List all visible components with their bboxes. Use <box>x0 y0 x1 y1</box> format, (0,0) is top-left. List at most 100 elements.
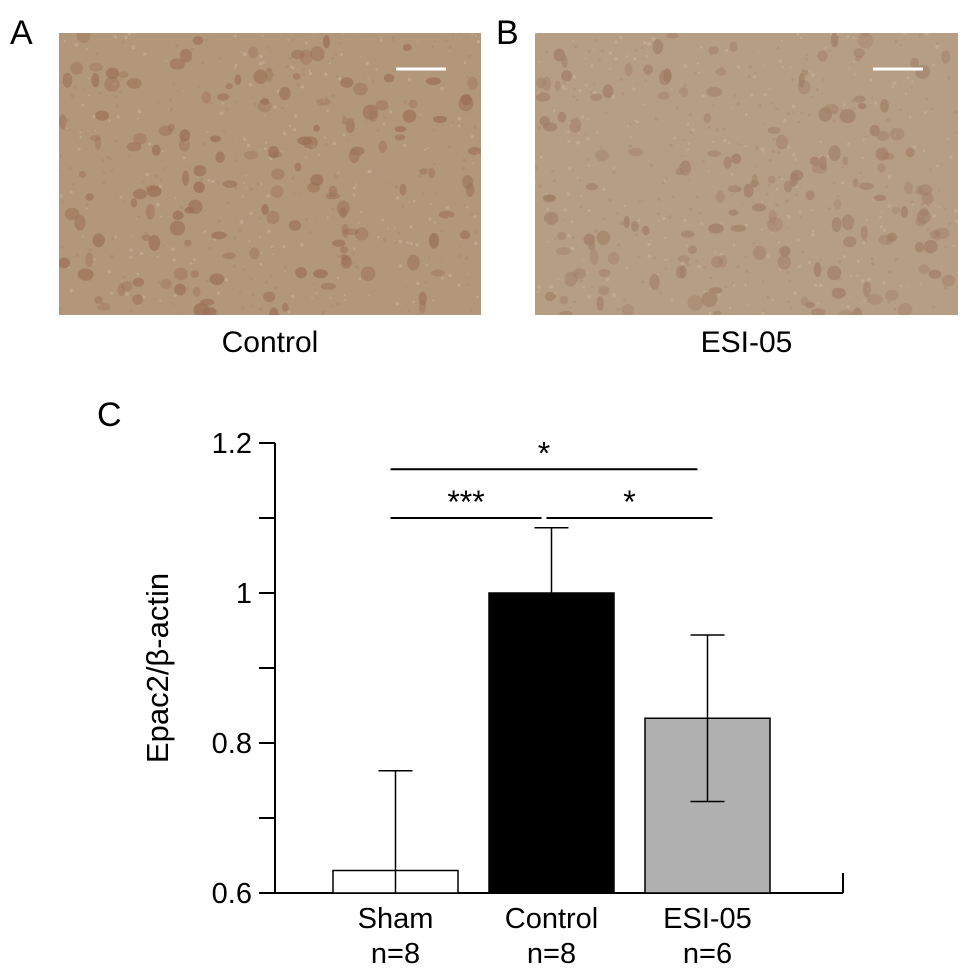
stained-cell <box>663 68 672 84</box>
stained-cell <box>292 73 301 80</box>
significance-label: * <box>623 484 635 520</box>
tissue-background <box>535 33 958 315</box>
stained-cell <box>873 194 887 202</box>
x-n-label: n=6 <box>683 938 732 970</box>
stained-cell <box>542 76 551 92</box>
stained-cell <box>295 267 307 279</box>
stained-cell <box>428 232 439 249</box>
stained-cell <box>857 33 873 49</box>
stained-cell <box>188 199 203 214</box>
stained-cell <box>666 33 679 39</box>
stained-cell <box>607 251 620 265</box>
stained-cell <box>797 80 811 95</box>
stained-cell <box>313 124 320 132</box>
x-n-label: n=8 <box>527 938 576 970</box>
stained-cell <box>649 273 660 290</box>
stained-cell <box>169 220 186 236</box>
stained-cell <box>860 225 868 240</box>
stained-cell <box>234 74 242 86</box>
y-tick-label: 0.6 <box>212 878 252 910</box>
stained-cell <box>811 308 826 315</box>
stained-cell <box>542 122 558 132</box>
stained-cell <box>557 111 567 123</box>
stained-cell <box>713 310 722 315</box>
stained-cell <box>267 145 279 159</box>
stained-cell <box>555 247 572 256</box>
stained-cell <box>248 46 259 59</box>
stained-cell <box>779 245 791 257</box>
stained-cell <box>438 210 455 219</box>
stained-cell <box>900 206 909 219</box>
stained-cell <box>253 69 268 84</box>
stained-cell <box>127 77 142 89</box>
stained-cell <box>652 39 663 55</box>
stained-cell <box>905 147 915 158</box>
stained-cell <box>878 234 894 246</box>
stained-cell <box>701 291 718 307</box>
stained-cell <box>891 206 901 215</box>
panel-label-c: C <box>97 396 122 434</box>
stained-cell <box>302 136 318 150</box>
stained-cell <box>339 207 348 219</box>
stained-cell <box>680 230 695 238</box>
stained-cell <box>458 95 474 112</box>
stained-cell <box>783 180 793 193</box>
y-tick-label: 0.8 <box>212 728 252 760</box>
stained-cell <box>839 309 854 315</box>
stained-cell <box>916 185 923 195</box>
stained-cell <box>916 209 931 224</box>
stained-cell <box>877 163 886 173</box>
stained-cell <box>886 232 898 242</box>
stained-cell <box>340 254 347 261</box>
stained-cell <box>728 209 739 216</box>
stained-cell <box>97 302 111 311</box>
stained-cell <box>543 211 559 225</box>
stained-cell <box>854 55 863 62</box>
stained-cell <box>918 264 930 275</box>
stained-cell <box>809 156 820 166</box>
stained-cell <box>418 291 427 306</box>
stained-cell <box>623 215 630 229</box>
stained-cell <box>394 126 407 133</box>
stained-cell <box>743 183 754 198</box>
stained-cell <box>92 233 105 248</box>
stained-cell <box>193 302 210 315</box>
stained-cell <box>921 191 934 205</box>
stained-cell <box>801 69 809 76</box>
stained-cell <box>193 165 207 177</box>
stained-cell <box>313 269 328 279</box>
stained-cell <box>751 173 759 188</box>
stained-cell <box>332 239 346 247</box>
stained-cell <box>723 156 732 169</box>
stained-cell <box>818 155 827 170</box>
stained-cell <box>173 267 189 281</box>
stained-cell <box>752 245 767 261</box>
stained-cell <box>830 33 839 48</box>
stained-cell <box>839 109 856 124</box>
stained-cell <box>179 48 193 63</box>
caption-esi-05: ESI-05 <box>700 326 793 359</box>
stained-cell <box>813 262 822 278</box>
stained-cell <box>596 296 604 311</box>
significance-label: * <box>538 435 550 471</box>
panel-label-b: B <box>496 14 519 52</box>
stained-cell <box>687 295 704 311</box>
stained-cell <box>903 181 913 195</box>
stained-cell <box>132 277 145 287</box>
x-category-label: Sham <box>358 903 434 935</box>
stained-cell <box>105 67 120 80</box>
stained-cell <box>715 68 727 76</box>
stained-cell <box>535 92 551 102</box>
stained-cell <box>914 241 925 253</box>
stained-cell <box>880 99 889 113</box>
stained-cell <box>104 76 120 92</box>
stained-cell <box>867 294 883 305</box>
stained-cell <box>158 125 173 137</box>
stained-cell <box>89 135 102 142</box>
stained-cell <box>675 167 684 176</box>
stained-cell <box>94 110 110 121</box>
stained-cell <box>889 127 905 141</box>
stained-cell <box>59 257 71 269</box>
stained-cell <box>643 64 654 75</box>
stained-cell <box>852 307 863 315</box>
